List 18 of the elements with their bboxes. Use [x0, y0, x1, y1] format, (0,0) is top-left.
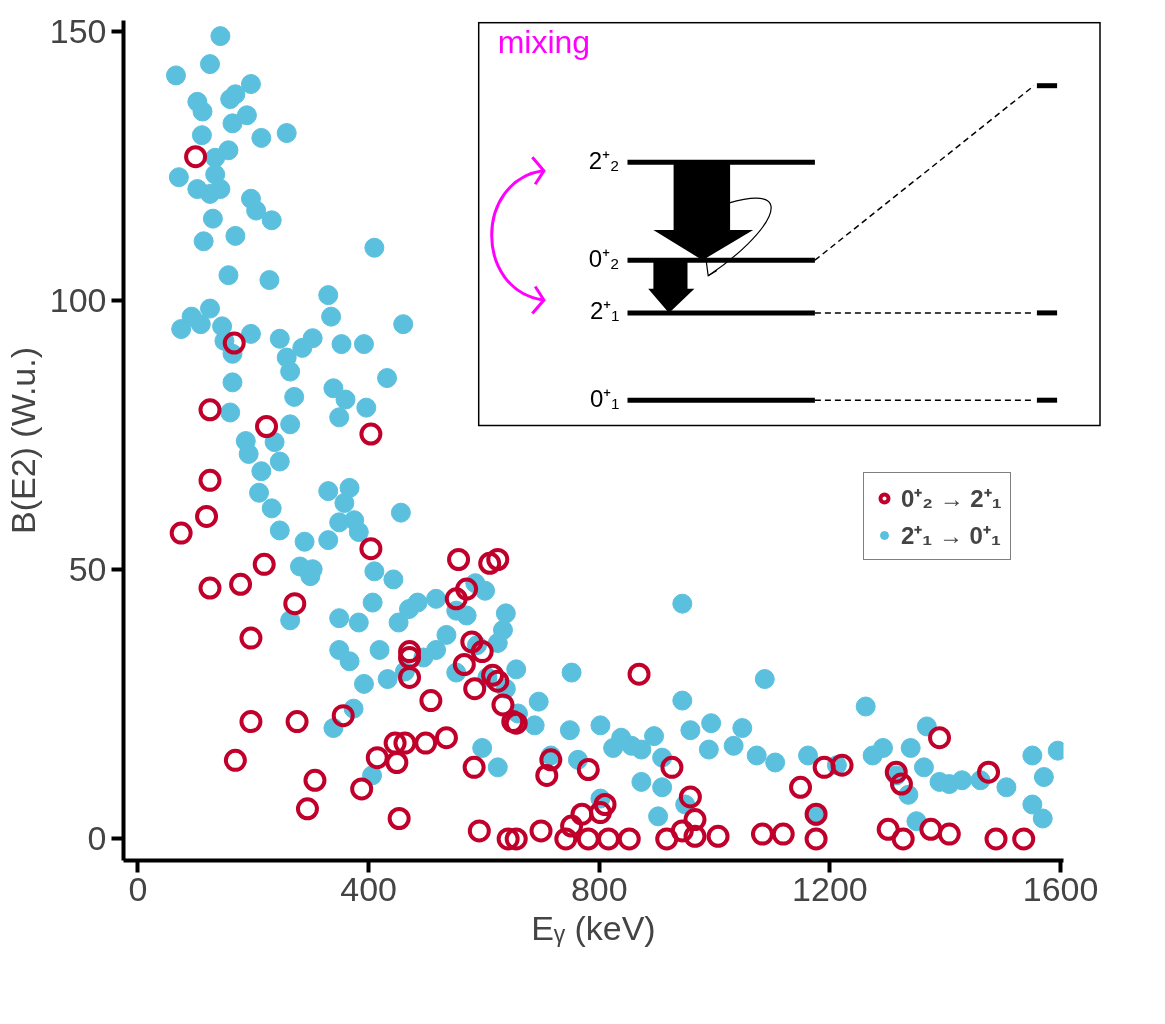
x-axis-title: Eᵧ (keV) [531, 908, 656, 947]
x-tick-label: 1200 [792, 869, 868, 908]
annotation: 2⁺₂ [588, 146, 620, 174]
y-tick-label: 150 [49, 11, 107, 50]
y-tick-label: 100 [49, 281, 107, 319]
x-tick-label: 0 [128, 869, 148, 908]
y-tick-label: 0 [87, 819, 107, 858]
annotation: 0⁺₁ [589, 384, 620, 412]
y-tick-label: 50 [68, 550, 107, 589]
annotation: mixing [497, 23, 591, 60]
legend-label: 0⁺₂ → 2⁺₁ [901, 484, 1002, 514]
legend-label: 2⁺₁ → 0⁺₁ [901, 521, 1001, 551]
x-tick-label: 400 [340, 869, 397, 908]
y-axis-title: B(E2) (W.u.) [3, 346, 42, 535]
annotation: 2⁺₁ [589, 297, 620, 325]
x-tick-label: 1600 [1022, 869, 1099, 908]
annotation: 0⁺₂ [588, 244, 620, 272]
x-tick-label: 800 [570, 869, 628, 908]
